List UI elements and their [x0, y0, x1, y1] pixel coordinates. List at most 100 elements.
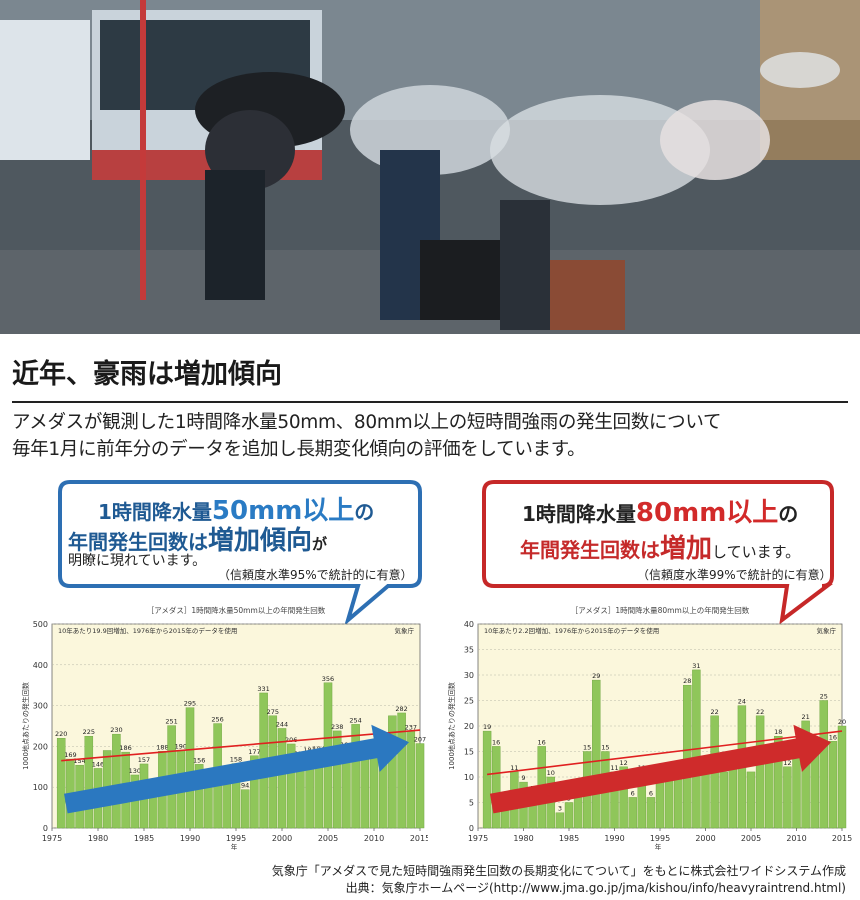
intro-line-1: アメダスが観測した1時間降水量50mm、80mm以上の短時間強雨の発生回数につい…: [12, 412, 722, 433]
chart-50mm-bar: [332, 730, 342, 829]
chart-80mm-bar: [810, 751, 819, 829]
chart-80mm-bar-label: 12: [783, 759, 791, 767]
chart-80mm-bar-label: 15: [601, 744, 609, 752]
callout-80mm-line1: 1時間降水量80mm以上の: [522, 492, 798, 529]
chart-80mm-bar-label: 11: [510, 764, 518, 772]
chart-80mm-xtick-label: 2005: [741, 834, 761, 843]
chart-80mm-bar: [592, 679, 601, 829]
callout-50mm-line2-suffix: が: [312, 535, 328, 553]
chart-80mm-bar-label: 22: [710, 708, 718, 716]
chart-50mm-bar: [415, 743, 425, 829]
chart-50mm-bar: [397, 712, 406, 829]
chart-50mm-bar-label: 177: [248, 748, 260, 756]
callout-50mm-line1-suffix: の: [354, 500, 375, 524]
chart-80mm-source: 気象庁: [817, 626, 837, 635]
chart-50mm-trend-line: [61, 729, 421, 762]
chart-80mm-bar: [801, 720, 810, 829]
chart-80mm-xtick-label: 2010: [786, 834, 806, 843]
callout-50mm-trend: 増加傾向: [208, 526, 313, 556]
callout-80mm-line1-prefix: 1時間降水量: [522, 502, 636, 526]
chart-80mm-bar: [746, 771, 756, 829]
chart-80mm-bar-label: 28: [683, 677, 691, 685]
chart-80mm-bar-label: 29: [592, 672, 600, 680]
chart-80mm-ytick-label: 10: [464, 773, 474, 782]
chart-50mm-bar-label: 190: [175, 742, 187, 750]
chart-80mm-bar-label: 12: [619, 759, 627, 767]
chart-50mm-ytick-label: 400: [33, 661, 48, 670]
chart-50mm-xlabel: 年: [231, 842, 238, 851]
chart-50mm-trend-arrow: [64, 724, 409, 814]
callout-80mm-bubble: [482, 480, 834, 625]
chart-50mm-xtick-label: 1995: [226, 834, 246, 843]
chart-50mm-bar: [250, 755, 259, 829]
chart-50mm-bar-label: 256: [211, 716, 223, 724]
chart-80mm-bar: [774, 735, 783, 829]
chart-50mm-bar-label: 206: [285, 736, 297, 744]
chart-80mm-bar-label: 16: [538, 738, 546, 746]
chart-80mm-bar: [664, 776, 674, 829]
chart-80mm-bar-label: 11: [610, 764, 618, 772]
chart-80mm-bar: [764, 756, 774, 829]
chart-50mm-bar: [185, 707, 195, 829]
chart-50mm-bar: [277, 728, 287, 829]
chart-50mm-bar-label: 295: [184, 700, 196, 708]
chart-50mm-bar-label: 156: [193, 756, 205, 764]
chart-50mm-bar-label: 157: [138, 756, 150, 764]
chart-50mm-bar-label: 244: [276, 720, 288, 728]
chart-80mm-bar-label: 22: [756, 708, 764, 716]
chart-80mm-bar: [755, 715, 765, 829]
callout-50mm-note: （信頼度水準95%で統計的に有意）: [218, 568, 413, 582]
chart-80mm-ytick-label: 35: [464, 646, 474, 655]
chart-50mm-bar: [406, 731, 416, 829]
chart-80mm-bar: [683, 684, 692, 829]
chart-80mm-trend-arrow: [489, 724, 832, 814]
chart-80mm-bar-label: 15: [583, 744, 591, 752]
chart-80mm-xtick-label: 2015: [832, 834, 852, 843]
chart-80mm-xtick-label: 1990: [604, 834, 624, 843]
chart-50mm-bar: [112, 733, 121, 829]
chart-50mm-bar: [286, 743, 296, 829]
chart-50mm-xtick-label: 1985: [134, 834, 154, 843]
callout-50mm-line1: 1時間降水量50mm以上の: [98, 490, 374, 527]
chart-50mm-bar-label: 154: [73, 757, 85, 765]
chart-50mm-bar-label: 94: [241, 782, 249, 790]
chart-50mm-bar-label: 169: [64, 751, 76, 759]
chart-80mm-bar: [673, 776, 683, 829]
callout-50mm-threshold: 50mm以上: [211, 496, 355, 526]
chart-50mm-ytick-label: 500: [33, 620, 48, 629]
chart-80mm-ytick-label: 30: [464, 671, 474, 680]
chart-80mm-ytick-label: 20: [464, 722, 474, 731]
chart-80mm-subtitle: 10年あたり2.2回増加、1976年から2015年のデータを使用: [484, 626, 659, 635]
chart-80mm-bar-label: 10: [547, 769, 555, 777]
chart-80mm-bar: [783, 766, 792, 829]
chart-80mm-bar-label: 18: [774, 728, 782, 736]
chart-50mm-xtick-label: 1990: [180, 834, 200, 843]
chart-80mm-xlabel: 年: [655, 842, 662, 851]
chart-80mm: ［アメダス］1時間降水量80mm以上の年間発生回数 0 5 10 15 20 25 30 35 4…: [440, 604, 852, 860]
heading-divider: [12, 401, 848, 403]
chart-80mm-xtick-label: 2000: [695, 834, 715, 843]
callout-80mm-threshold: 80mm以上: [635, 498, 779, 528]
chart-80mm-bar: [555, 812, 565, 829]
chart-80mm-xtick-label: 1975: [468, 834, 488, 843]
chart-50mm-xtick-label: 1975: [42, 834, 62, 843]
chart-50mm-xtick-label: 2010: [364, 834, 384, 843]
chart-80mm-bar-label: 6: [631, 789, 635, 797]
chart-80mm-bar: [619, 766, 628, 829]
callout-50mm-line3: 明瞭に現れています。: [68, 553, 207, 569]
callout-50mm-line2: 年間発生回数は増加傾向が: [68, 520, 327, 557]
callout-80mm-line2-prefix: 年間発生回数は: [520, 538, 660, 562]
chart-80mm-bar: [828, 741, 838, 829]
chart-50mm-bar-label: 331: [257, 685, 269, 693]
intro-line-2: 毎年1月に前年分のデータを追加し長期変化傾向の評価をしています。: [12, 439, 586, 460]
chart-80mm-bar-label: 24: [738, 698, 746, 706]
chart-80mm-svg: ［アメダス］1時間降水量80mm以上の年間発生回数 0 5 10 15 20 25 30 35 4…: [447, 605, 852, 851]
chart-80mm-ytick-label: 25: [464, 697, 474, 706]
chart-80mm-bar-label: 16: [492, 738, 500, 746]
callout-80mm-line2-suffix: しています。: [712, 543, 801, 561]
chart-50mm-bar-label: 238: [331, 723, 343, 731]
chart-80mm-bar: [482, 730, 492, 829]
chart-80mm-ylabel: 1000地点あたりの発生回数: [447, 682, 456, 770]
callout-50mm-line2-prefix: 年間発生回数は: [68, 530, 208, 554]
callout-80mm-note: （信頼度水準99%で統計的に有意）: [637, 568, 832, 582]
